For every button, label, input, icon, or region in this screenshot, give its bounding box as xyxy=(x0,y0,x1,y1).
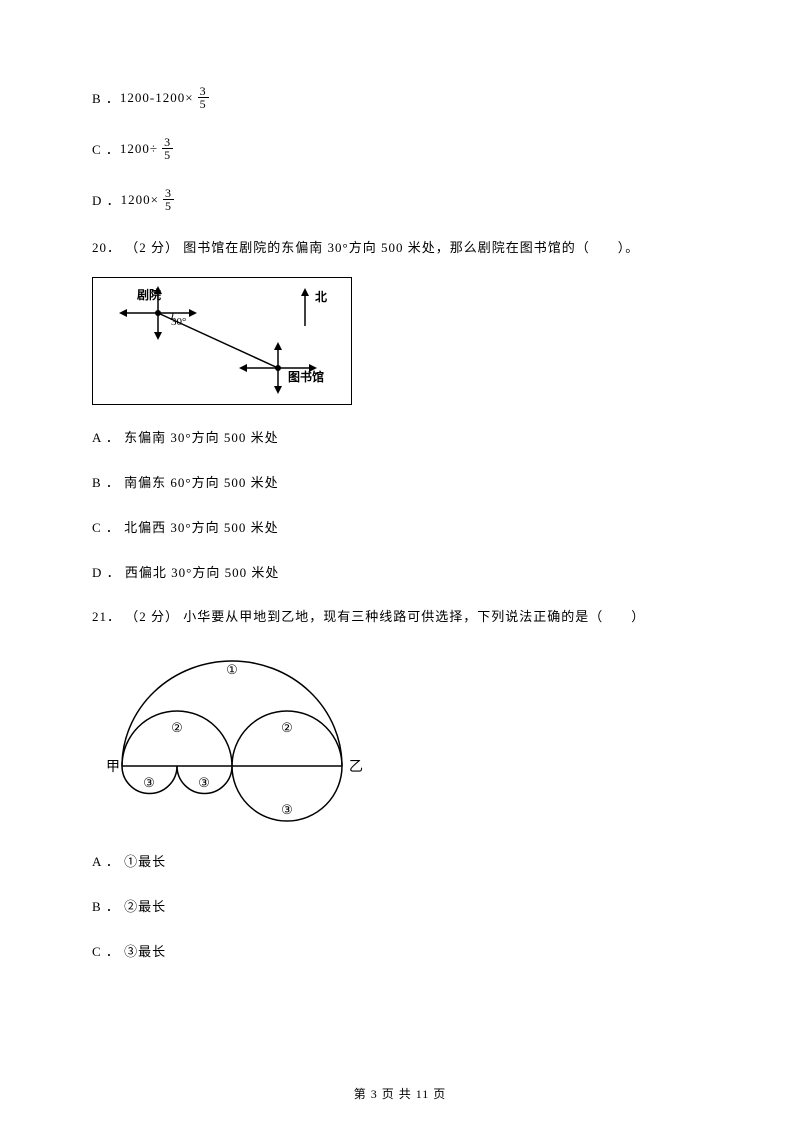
option-prefix: A ． xyxy=(92,430,120,445)
question-number: 20． xyxy=(92,240,121,255)
option-prefix: D ． xyxy=(92,190,121,209)
page-footer: 第 3 页 共 11 页 xyxy=(0,1085,800,1102)
theater-label: 剧院 xyxy=(137,286,161,303)
option-text: 西偏北 30°方向 500 米处 xyxy=(125,565,279,580)
option-expr: 1200÷ xyxy=(120,141,158,157)
q20-option-b: B ． 南偏东 60°方向 500 米处 xyxy=(92,472,708,491)
question-number: 21． xyxy=(92,609,121,624)
fraction-den: 5 xyxy=(162,149,173,161)
option-prefix: B ． xyxy=(92,899,120,914)
q21-diagram: ① ② ② ③ ③ ③ 甲 乙 xyxy=(92,646,372,831)
north-label: 北 xyxy=(315,288,327,305)
route3-label-3: ③ xyxy=(281,802,293,817)
option-prefix: B ． xyxy=(92,475,120,490)
route2-label-left: ② xyxy=(171,720,183,735)
fraction-den: 5 xyxy=(198,98,209,110)
fraction: 3 5 xyxy=(163,187,174,212)
q19-option-c: C ． 1200÷ 3 5 xyxy=(92,136,708,161)
q21-stem: 21． （2 分） 小华要从甲地到乙地，现有三种线路可供选择，下列说法正确的是（… xyxy=(92,607,708,628)
q21-option-c: C ． ③最长 xyxy=(92,941,708,960)
right-endpoint-label: 乙 xyxy=(349,759,363,775)
option-expr: 1200-1200× xyxy=(120,90,194,106)
fraction-den: 5 xyxy=(163,200,174,212)
option-prefix: A ． xyxy=(92,854,120,869)
q21-option-a: A ． ①最长 xyxy=(92,851,708,870)
option-text: 南偏东 60°方向 500 米处 xyxy=(124,475,278,490)
option-prefix: D ． xyxy=(92,565,121,580)
route1-label: ① xyxy=(226,662,238,677)
option-expr: 1200× xyxy=(121,192,159,208)
q20-option-d: D ． 西偏北 30°方向 500 米处 xyxy=(92,562,708,581)
fraction: 3 5 xyxy=(162,136,173,161)
q20-option-c: C ． 北偏西 30°方向 500 米处 xyxy=(92,517,708,536)
library-label: 图书馆 xyxy=(288,368,324,385)
route3-label-2: ③ xyxy=(198,775,210,790)
question-points: （2 分） xyxy=(125,240,179,255)
routes-diagram-svg: ① ② ② ③ ③ ③ 甲 乙 xyxy=(92,646,372,831)
compass-diagram-svg xyxy=(93,278,351,404)
q21-option-b: B ． ②最长 xyxy=(92,896,708,915)
q20-option-a: A ． 东偏南 30°方向 500 米处 xyxy=(92,427,708,446)
option-prefix: C ． xyxy=(92,520,120,535)
option-text: 东偏南 30°方向 500 米处 xyxy=(124,430,278,445)
option-text: ②最长 xyxy=(124,899,166,914)
route3-label-1: ③ xyxy=(143,775,155,790)
left-endpoint-label: 甲 xyxy=(106,760,120,775)
angle-label: 30° xyxy=(171,316,186,328)
option-text: ③最长 xyxy=(124,944,166,959)
q20-diagram: 剧院 30° 图书馆 北 xyxy=(92,277,352,405)
fraction: 3 5 xyxy=(198,85,209,110)
q19-option-b: B ． 1200-1200× 3 5 xyxy=(92,85,708,110)
option-prefix: B ． xyxy=(92,88,120,107)
question-points: （2 分） xyxy=(125,609,179,624)
option-text: 北偏西 30°方向 500 米处 xyxy=(124,520,278,535)
option-prefix: C ． xyxy=(92,139,120,158)
question-text: 小华要从甲地到乙地，现有三种线路可供选择，下列说法正确的是（ ） xyxy=(183,609,645,624)
option-text: ①最长 xyxy=(124,854,166,869)
q20-stem: 20． （2 分） 图书馆在剧院的东偏南 30°方向 500 米处，那么剧院在图… xyxy=(92,238,708,259)
question-text: 图书馆在剧院的东偏南 30°方向 500 米处，那么剧院在图书馆的（ ）。 xyxy=(183,240,639,255)
q19-option-d: D ． 1200× 3 5 xyxy=(92,187,708,212)
option-prefix: C ． xyxy=(92,944,120,959)
route2-label-right: ② xyxy=(281,720,293,735)
